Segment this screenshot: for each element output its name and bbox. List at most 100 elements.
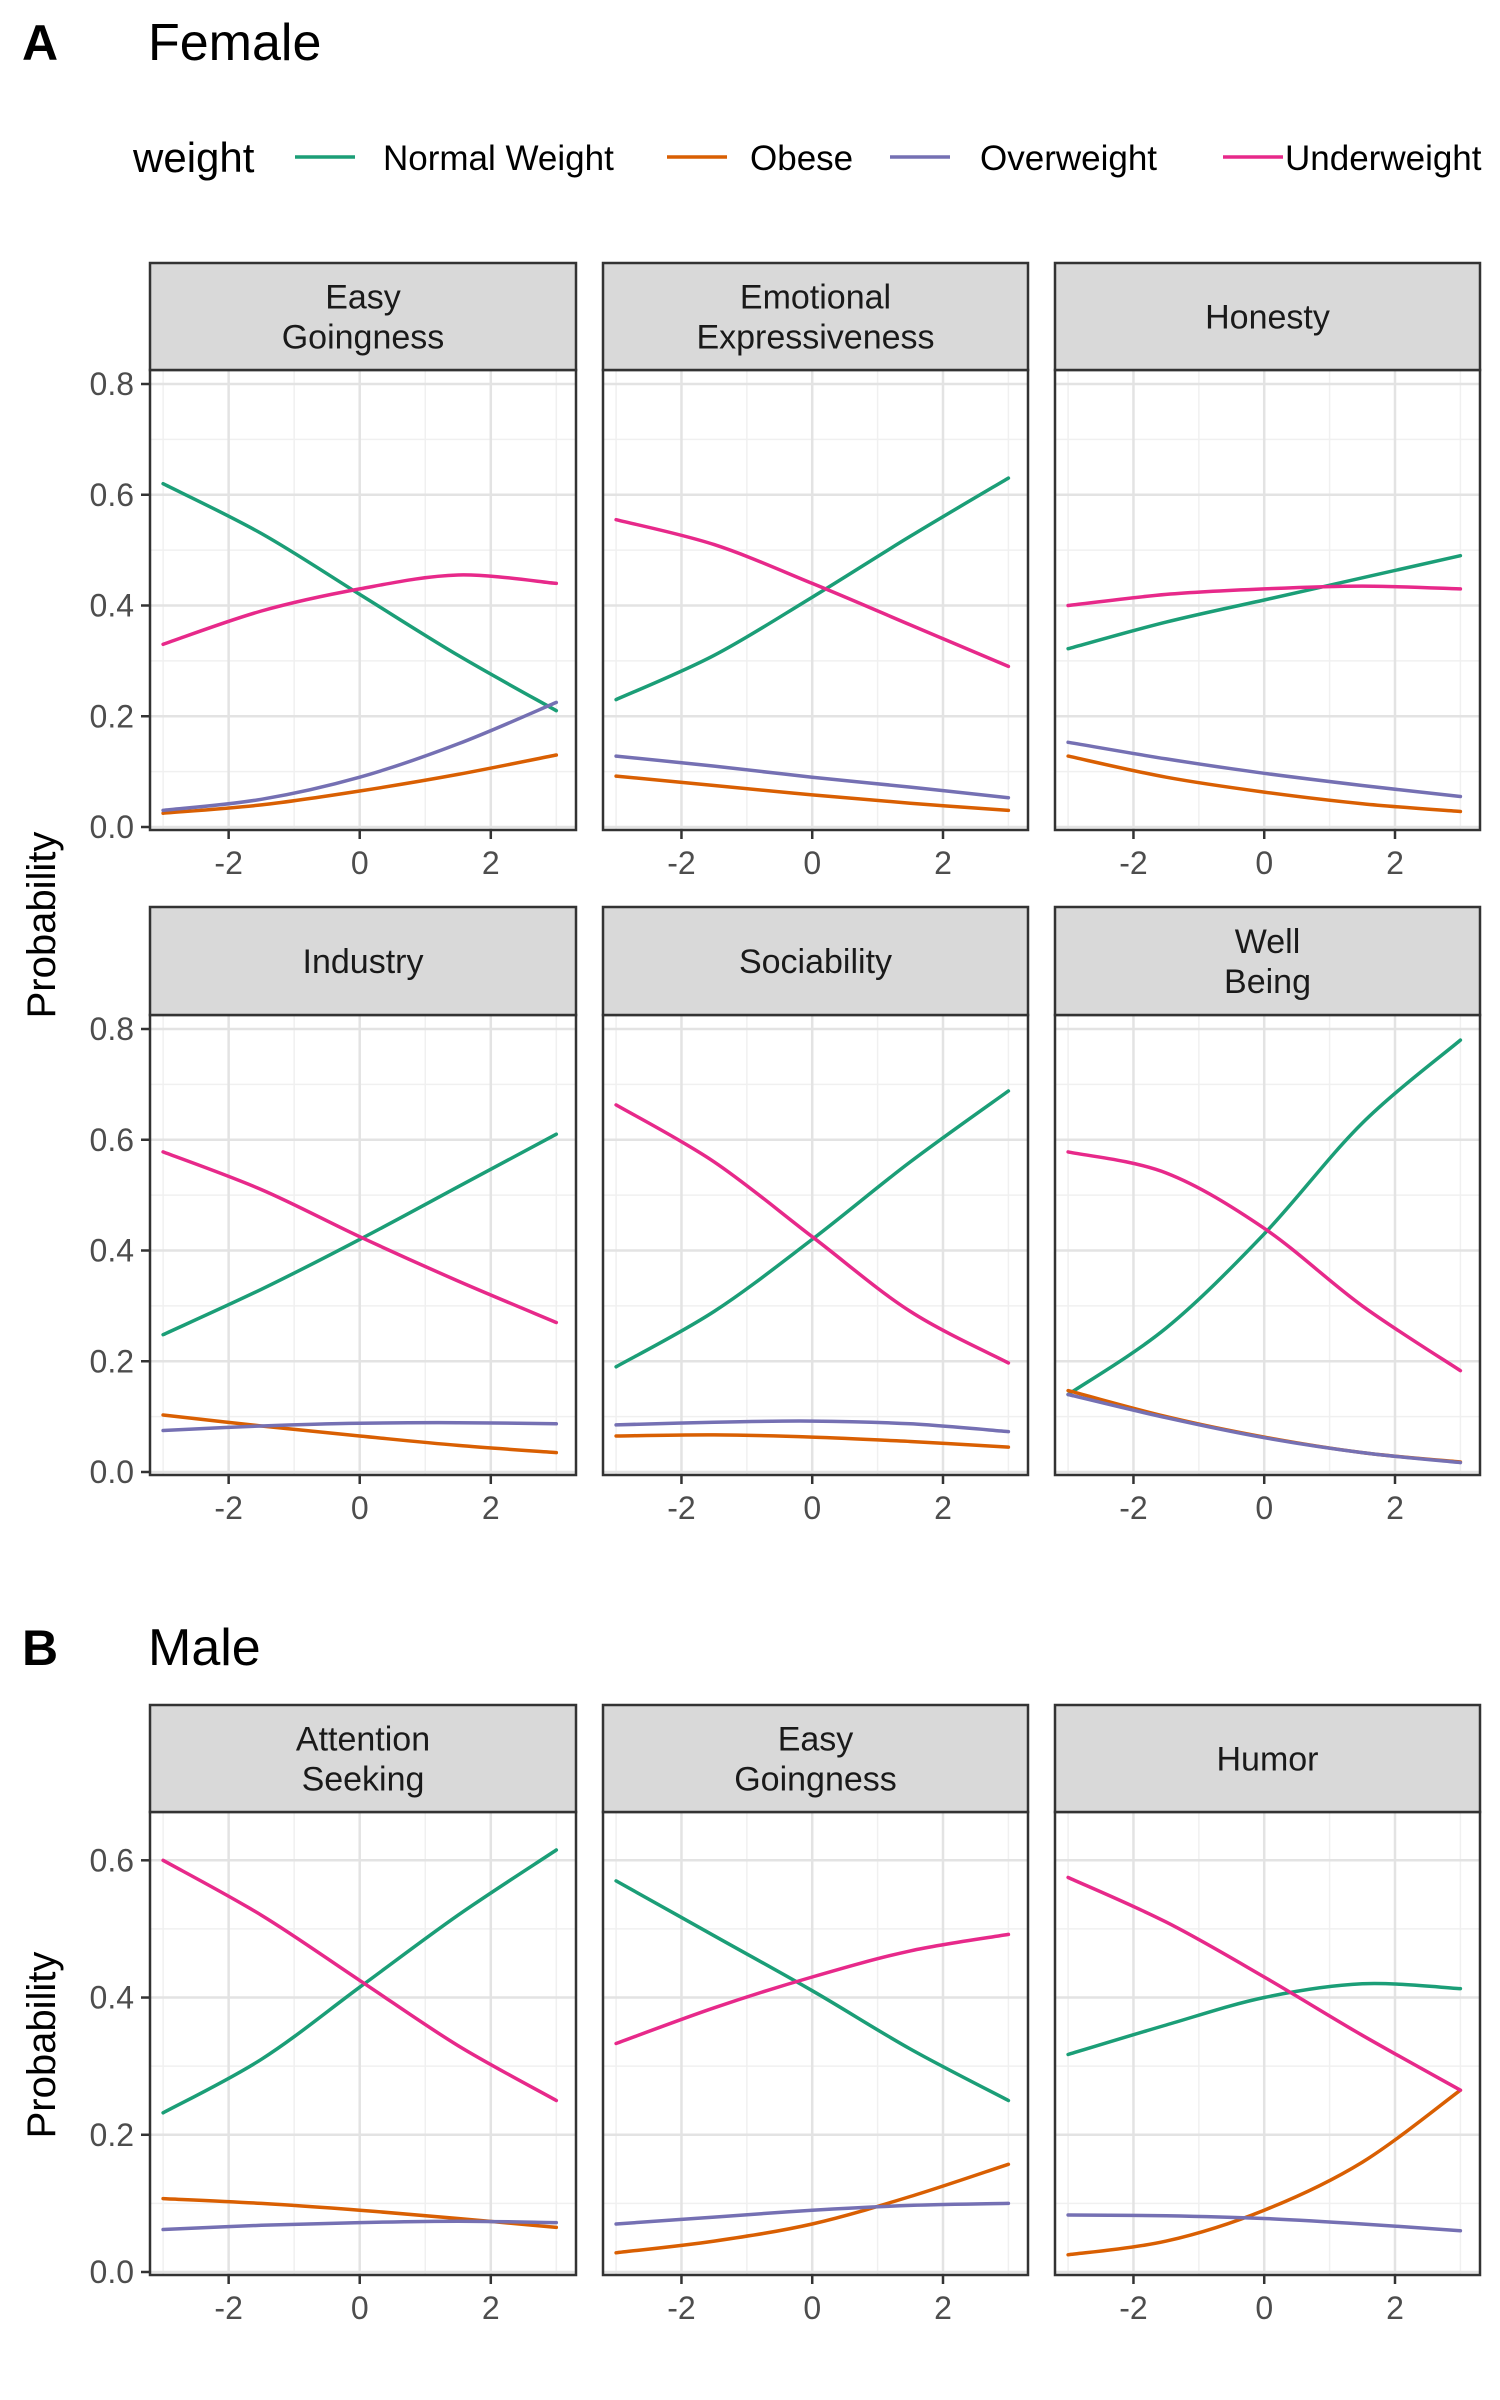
facet-honesty: Honesty -2 0 2 xyxy=(1053,261,1482,881)
x-tick-label: 0 xyxy=(803,845,821,881)
facet-strip xyxy=(148,1703,578,1814)
facet-strip-label: Well xyxy=(1235,923,1301,961)
plot-background xyxy=(603,1812,1028,2275)
legend-title: weight xyxy=(132,134,255,181)
series-line-overweight xyxy=(1066,740,1463,799)
x-tick-label: -2 xyxy=(1119,1490,1147,1526)
plot-background xyxy=(150,370,576,830)
series-line-obese xyxy=(1066,2088,1463,2257)
y-tick-label: 0.6 xyxy=(90,1842,134,1878)
y-tick-label: 0.2 xyxy=(90,2117,134,2153)
y-tick-label: 0.4 xyxy=(90,588,134,624)
x-tick-label: -2 xyxy=(214,2290,242,2326)
series-line-obese xyxy=(1066,754,1463,814)
y-tick-label: 0.4 xyxy=(90,1980,134,2016)
legend: weight Normal Weight Obese Overweight Un… xyxy=(132,134,1482,181)
series-line-overweight xyxy=(1066,2213,1463,2233)
facet-strip-label: Goingness xyxy=(282,319,445,357)
x-tick-label: 2 xyxy=(482,845,500,881)
facet-strip-label: Industry xyxy=(303,943,424,981)
panel-b-title: Male xyxy=(148,1619,261,1677)
y-tick-label: 0.0 xyxy=(90,809,134,845)
series-line-overweight xyxy=(1066,1392,1463,1465)
series-line-overweight xyxy=(161,700,559,813)
y-tick-label: 0.6 xyxy=(90,1122,134,1158)
facet-strip-label: Goingness xyxy=(734,1761,897,1799)
facet-strip xyxy=(148,261,578,372)
series-line-underweight xyxy=(614,1932,1011,2046)
series-line-underweight xyxy=(614,517,1011,669)
series-line-obese xyxy=(161,753,559,815)
x-tick-label: 0 xyxy=(351,2290,369,2326)
y-tick-label: 0.0 xyxy=(90,2254,134,2290)
x-tick-label: 2 xyxy=(1386,1490,1404,1526)
x-tick-label: 2 xyxy=(1386,2290,1404,2326)
facet-strip-label: Easy xyxy=(778,1721,854,1759)
panel-a-title: Female xyxy=(148,14,321,72)
series-line-underweight xyxy=(614,1103,1011,1365)
x-tick-label: 0 xyxy=(803,2290,821,2326)
plot-background xyxy=(1055,1015,1480,1475)
series-line-normal-weight xyxy=(614,1089,1011,1369)
x-tick-label: 0 xyxy=(351,845,369,881)
x-tick-label: 0 xyxy=(1255,2290,1273,2326)
series-line-obese xyxy=(161,1413,559,1455)
facet-strip xyxy=(1053,905,1482,1017)
legend-label-normal-weight: Normal Weight xyxy=(383,139,614,178)
plot-background xyxy=(603,1015,1028,1475)
x-tick-label: 2 xyxy=(934,845,952,881)
series-line-normal-weight xyxy=(1066,1981,1463,2057)
legend-label-overweight: Overweight xyxy=(980,139,1157,178)
y-tick-label: 0.8 xyxy=(90,1011,134,1047)
x-tick-label: 0 xyxy=(1255,1490,1273,1526)
plot-background xyxy=(150,1015,576,1475)
facet-strip-label: Being xyxy=(1224,963,1311,1001)
series-line-overweight xyxy=(614,2201,1011,2226)
facet-humor: Humor -2 0 2 xyxy=(1053,1703,1482,2326)
facet-strip-label: Seeking xyxy=(302,1761,425,1799)
x-tick-label: 2 xyxy=(482,1490,500,1526)
facet-strip-label: Easy xyxy=(325,279,401,317)
facet-strip-label: Sociability xyxy=(739,943,892,981)
facet-strip xyxy=(601,261,1030,372)
y-tick-label: 0.0 xyxy=(90,1454,134,1490)
x-tick-label: 0 xyxy=(803,1490,821,1526)
facet-strip xyxy=(1053,261,1482,372)
facet-industry: Industry -2 0 2 0.0 0.2 0.4 0.6 0.8 xyxy=(90,905,578,1526)
x-tick-label: -2 xyxy=(667,1490,695,1526)
series-line-underweight xyxy=(161,573,559,647)
plot-background xyxy=(1055,1812,1480,2275)
series-line-underweight xyxy=(161,1150,559,1325)
legend-label-underweight: Underweight xyxy=(1285,139,1482,178)
facet-sociability: Sociability -2 0 2 xyxy=(601,905,1030,1526)
y-tick-label: 0.2 xyxy=(90,698,134,734)
series-line-overweight xyxy=(161,1420,559,1433)
facet-strip xyxy=(601,1703,1030,1814)
facet-strip xyxy=(1053,1703,1482,1814)
x-tick-label: 0 xyxy=(351,1490,369,1526)
y-tick-label: 0.4 xyxy=(90,1233,134,1269)
x-tick-label: 0 xyxy=(1255,845,1273,881)
series-line-underweight xyxy=(161,1858,559,2103)
x-tick-label: -2 xyxy=(1119,845,1147,881)
facet-strip-label: Emotional xyxy=(740,279,891,317)
y-tick-label: 0.6 xyxy=(90,477,134,513)
x-tick-label: -2 xyxy=(214,845,242,881)
series-line-normal-weight xyxy=(614,476,1011,702)
series-line-obese xyxy=(614,1433,1011,1449)
series-line-normal-weight xyxy=(161,1132,559,1337)
facet-strip-label: Attention xyxy=(296,1721,430,1759)
x-tick-label: -2 xyxy=(667,845,695,881)
x-tick-label: 2 xyxy=(482,2290,500,2326)
series-line-underweight xyxy=(1066,1875,1463,2092)
facet-strip xyxy=(148,905,578,1017)
y-axis-label-male: Probability xyxy=(20,1952,64,2139)
facet-strip-label: Humor xyxy=(1216,1741,1318,1779)
plot-background xyxy=(603,370,1028,830)
x-tick-label: 2 xyxy=(934,1490,952,1526)
